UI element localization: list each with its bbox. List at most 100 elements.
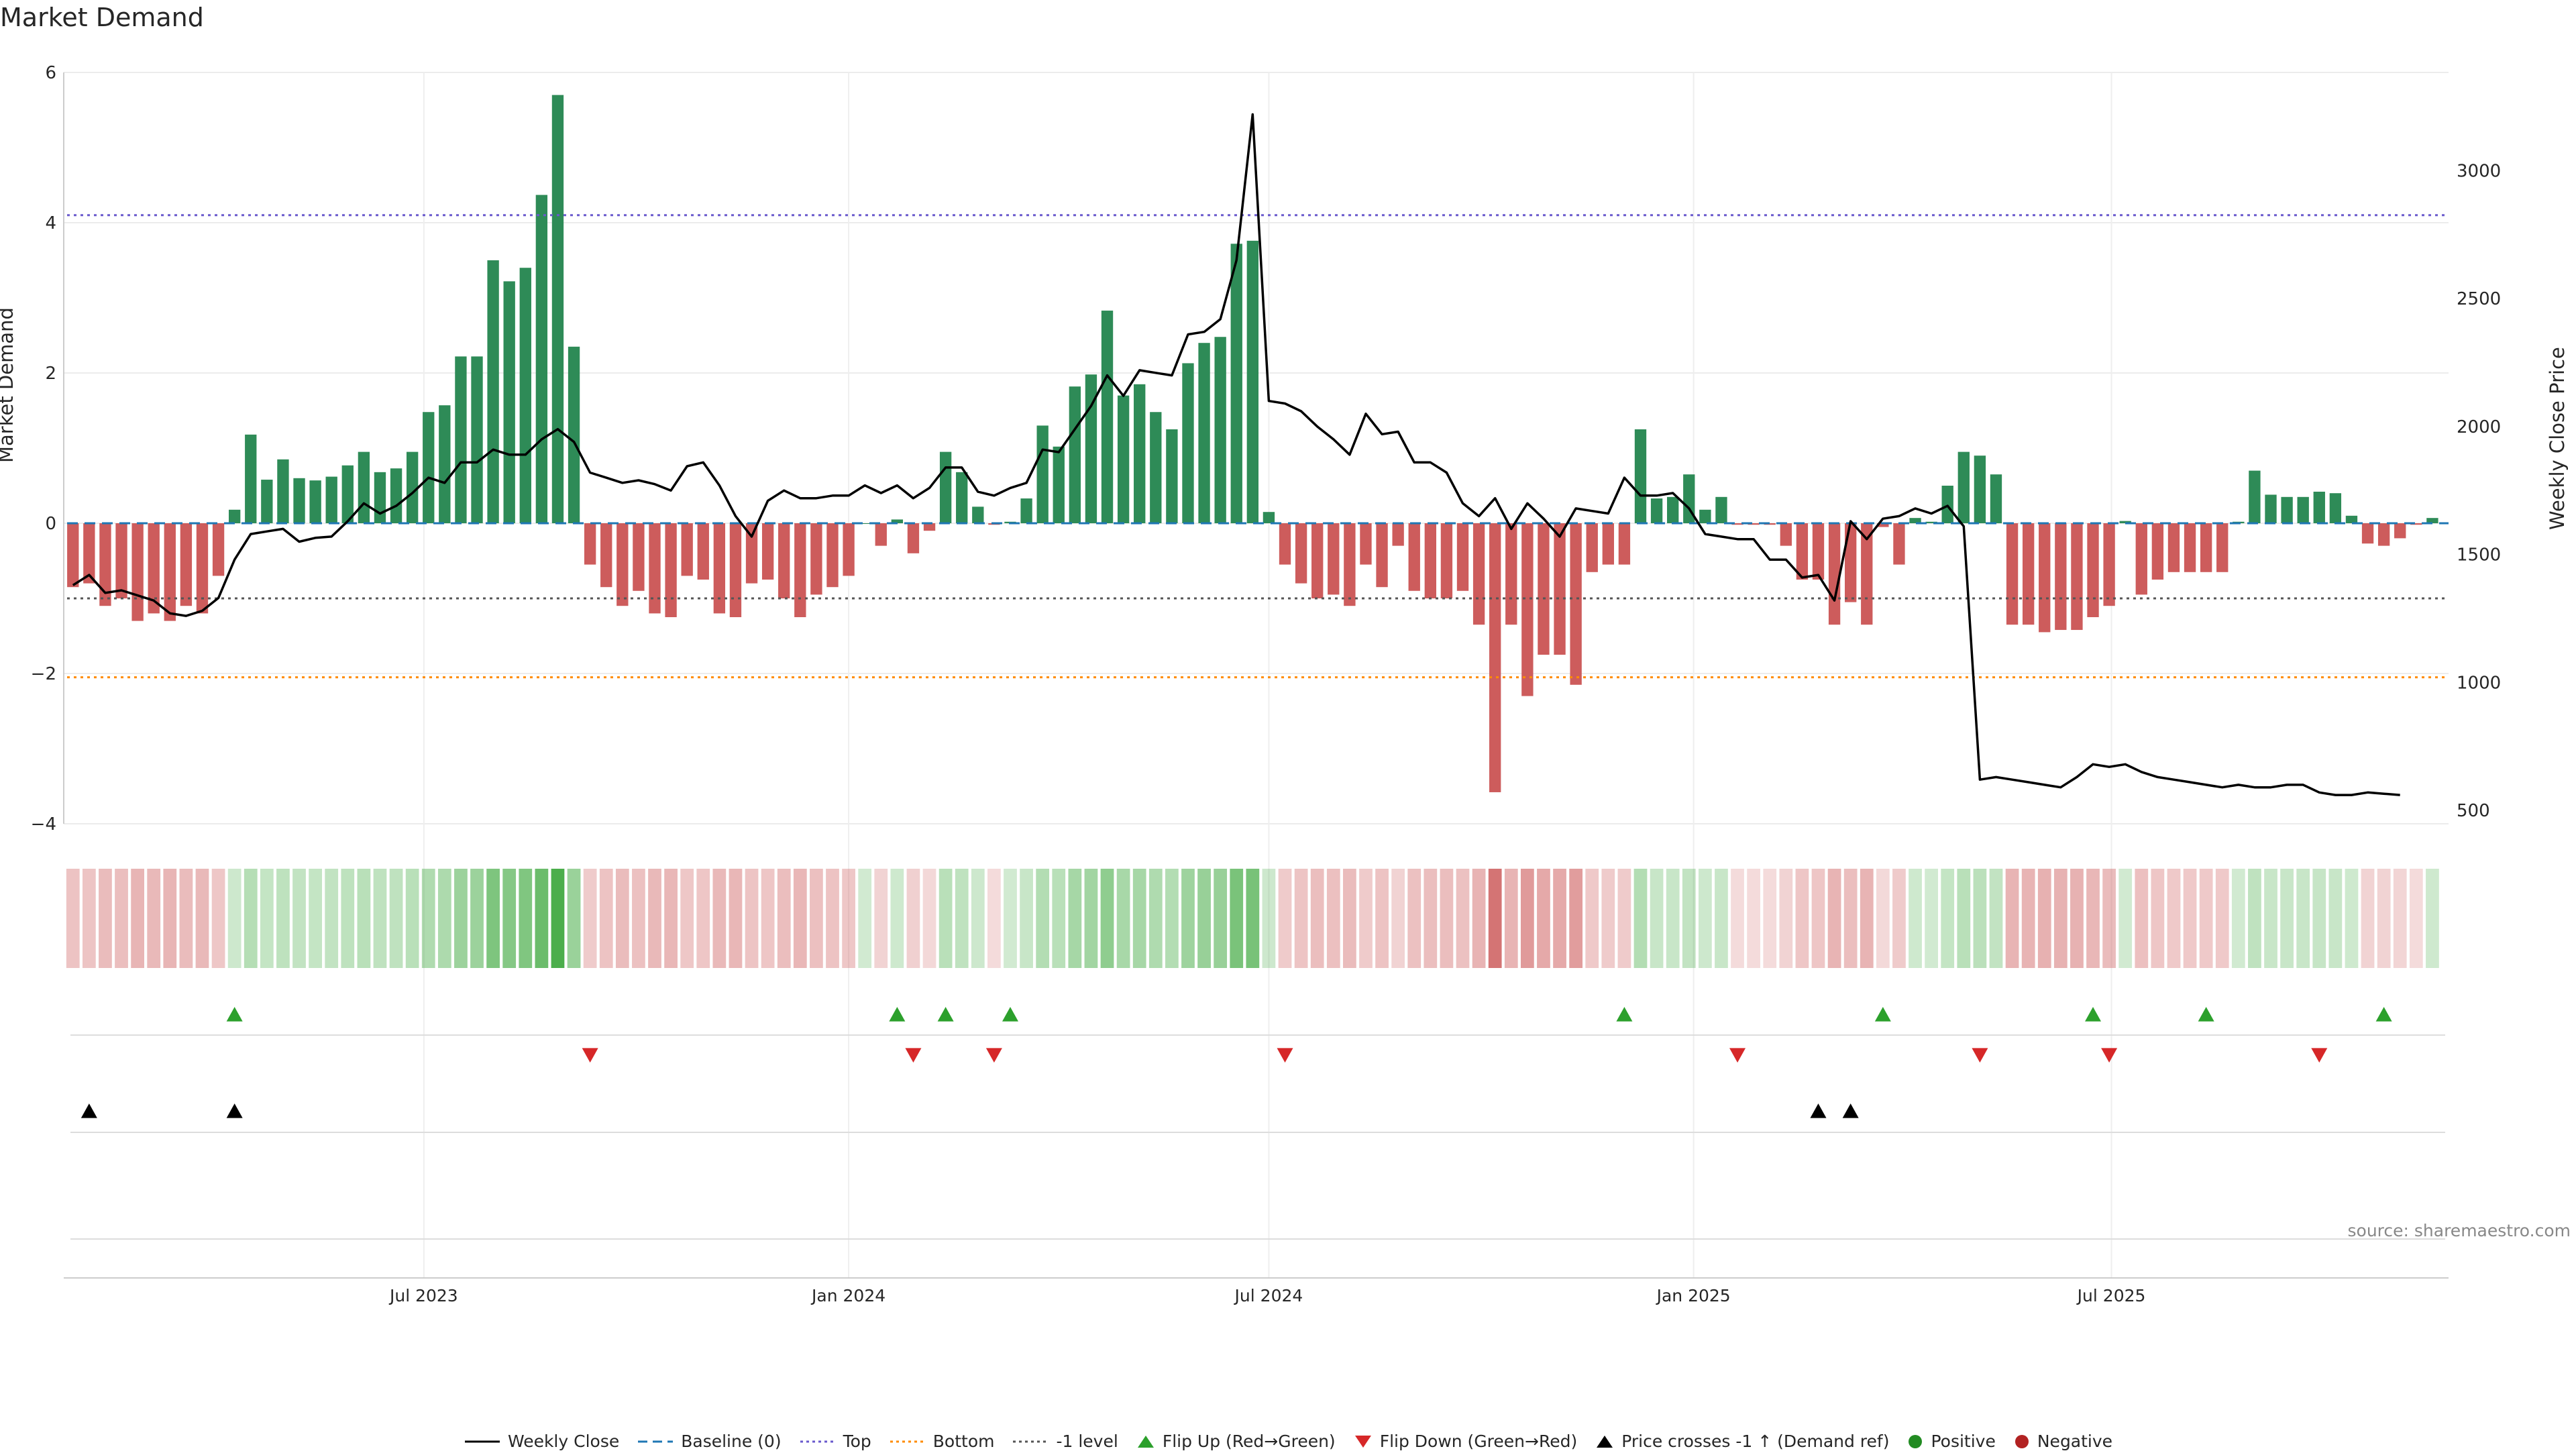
heat-cell xyxy=(2215,869,2229,968)
demand-bar xyxy=(1246,240,1259,523)
demand-bar xyxy=(503,281,515,523)
demand-bar xyxy=(1328,523,1340,595)
demand-bar xyxy=(1780,523,1792,546)
demand-bar xyxy=(939,451,952,523)
legend: Weekly Close Baseline (0) Top Bottom -1 … xyxy=(0,1432,2576,1451)
heat-cell xyxy=(1973,869,1987,968)
demand-bar xyxy=(1408,523,1420,591)
heat-cell xyxy=(874,869,888,968)
demand-bar xyxy=(1150,412,1162,523)
heat-cell xyxy=(1731,869,1744,968)
demand-bar xyxy=(1214,337,1226,523)
heat-cell xyxy=(1116,869,1130,968)
circle-icon xyxy=(1909,1434,1923,1448)
flip-up-marker xyxy=(226,1007,243,1022)
heat-cell xyxy=(1294,869,1308,968)
heat-cell xyxy=(696,869,710,968)
demand-bar xyxy=(67,523,79,588)
heat-cell xyxy=(66,869,80,968)
demand-bar xyxy=(2313,491,2325,523)
demand-bar xyxy=(293,478,305,523)
demand-bar xyxy=(568,346,580,523)
demand-bar xyxy=(859,523,871,524)
demand-bar xyxy=(1925,521,1937,523)
legend-item-minus1: -1 level xyxy=(1012,1432,1118,1451)
x-tick-label: Jan 2025 xyxy=(1656,1286,1731,1305)
heat-cell xyxy=(955,869,969,968)
demand-bar xyxy=(390,468,402,523)
demand-bar xyxy=(1634,429,1647,523)
heat-cell xyxy=(292,869,306,968)
heat-cell xyxy=(680,869,694,968)
demand-bar xyxy=(1828,523,1841,625)
demand-bar xyxy=(1893,523,1905,565)
demand-bar xyxy=(325,476,337,523)
demand-bar xyxy=(1909,518,1921,523)
demand-bar xyxy=(2119,521,2131,523)
heat-cell xyxy=(632,869,645,968)
demand-bar xyxy=(1877,523,1889,527)
legend-label: Positive xyxy=(1931,1432,1996,1451)
demand-bar xyxy=(228,509,241,523)
heat-cell xyxy=(551,869,565,968)
legend-item-negative: Negative xyxy=(2013,1432,2112,1451)
legend-label: Negative xyxy=(2037,1432,2113,1451)
x-tick-label: Jan 2024 xyxy=(810,1286,885,1305)
demand-bar xyxy=(1166,429,1178,523)
heat-cell xyxy=(1892,869,1906,968)
heat-cell xyxy=(1941,869,1955,968)
demand-bar xyxy=(1053,446,1065,523)
heat-cell xyxy=(1052,869,1066,968)
x-tick-label: Jul 2024 xyxy=(1234,1286,1303,1305)
heat-cell xyxy=(1262,869,1276,968)
heat-cell xyxy=(793,869,807,968)
heat-cell xyxy=(179,869,193,968)
demand-bar xyxy=(1796,523,1809,580)
price-cross-marker xyxy=(80,1104,97,1118)
demand-bar xyxy=(358,451,370,523)
y-tick-label: 4 xyxy=(45,213,56,233)
heat-cell xyxy=(2183,869,2197,968)
x-tick-label: Jul 2023 xyxy=(388,1286,458,1305)
demand-bar xyxy=(423,412,435,523)
heat-cell xyxy=(1359,869,1373,968)
demand-bar xyxy=(2345,515,2358,523)
demand-bar xyxy=(535,195,548,523)
demand-bar xyxy=(1667,496,1679,523)
legend-label: Weekly Close xyxy=(507,1432,620,1451)
demand-bar xyxy=(2039,523,2051,633)
demand-bar xyxy=(1295,523,1307,584)
heat-cell xyxy=(2328,869,2343,968)
demand-bar xyxy=(665,523,677,617)
y-tick-label: 2 xyxy=(45,364,56,384)
demand-bar xyxy=(1489,523,1501,792)
heat-cell xyxy=(1391,869,1405,968)
flip-up-marker xyxy=(1874,1007,1891,1022)
source-note: source: sharemaestro.com xyxy=(2347,1221,2571,1240)
y-tick-label: 6 xyxy=(45,63,56,83)
demand-bar xyxy=(1456,523,1469,591)
demand-bar xyxy=(2297,496,2309,523)
flip-up-marker xyxy=(937,1007,954,1022)
heat-cell xyxy=(1278,869,1292,968)
legend-item-weekly-close: Weekly Close xyxy=(464,1432,619,1451)
heat-cell xyxy=(2377,869,2391,968)
demand-bar xyxy=(1974,455,1986,523)
heat-cell xyxy=(648,869,661,968)
legend-item-flip-up: Flip Up (Red→Green) xyxy=(1136,1432,1336,1451)
heat-cell xyxy=(1230,869,1244,968)
demand-bar xyxy=(2103,523,2115,606)
heat-cell xyxy=(519,869,533,968)
heat-cell xyxy=(1715,869,1728,968)
demand-bar xyxy=(923,523,936,531)
heat-cell xyxy=(938,869,953,968)
heat-cell xyxy=(971,869,985,968)
demand-bar xyxy=(2167,523,2180,572)
legend-dotted-icon xyxy=(1013,1440,1049,1442)
heat-cell xyxy=(1601,869,1615,968)
heat-cell xyxy=(1181,869,1195,968)
demand-bar xyxy=(907,523,920,553)
heat-cell xyxy=(486,869,500,968)
heat-cell xyxy=(1843,869,1858,968)
